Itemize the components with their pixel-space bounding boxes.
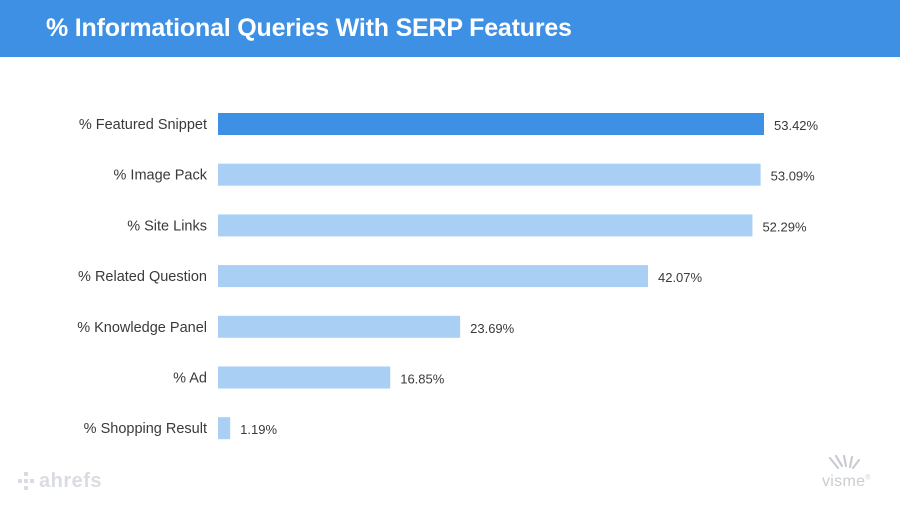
bar <box>218 113 764 135</box>
bar <box>218 366 391 389</box>
category-label: % Featured Snippet <box>79 117 207 133</box>
category-label: % Shopping Result <box>84 421 207 437</box>
category-label: % Related Question <box>78 269 207 285</box>
bar <box>218 315 461 338</box>
category-label: % Ad <box>173 371 207 387</box>
bar <box>218 214 753 237</box>
category-label: % Site Links <box>127 218 207 234</box>
value-label: 53.09% <box>771 169 816 184</box>
category-label: % Knowledge Panel <box>77 320 207 336</box>
chart-title: % Informational Queries With SERP Featur… <box>46 14 572 42</box>
value-label: 53.42% <box>774 118 819 133</box>
title-bar: % Informational Queries With SERP Featur… <box>0 0 900 57</box>
ahrefs-wordmark: ahrefs <box>39 469 103 492</box>
bar <box>218 417 231 440</box>
visme-mark-icon <box>828 454 861 470</box>
value-label: 1.19% <box>240 422 277 437</box>
visme-wordmark: visme® <box>822 473 871 490</box>
bar <box>218 163 761 186</box>
ahrefs-mark-icon <box>18 472 34 490</box>
value-label: 16.85% <box>400 372 445 387</box>
bar-chart: % Featured Snippet 53.42% % Image Pack 53.0… <box>77 113 819 440</box>
ahrefs-logo: ahrefs <box>18 468 102 494</box>
value-label: 52.29% <box>762 219 807 234</box>
value-label: 42.07% <box>658 270 703 285</box>
category-label: % Image Pack <box>114 168 208 184</box>
visme-logo: visme® <box>822 454 886 494</box>
value-label: 23.69% <box>470 321 515 336</box>
bar <box>218 265 648 288</box>
